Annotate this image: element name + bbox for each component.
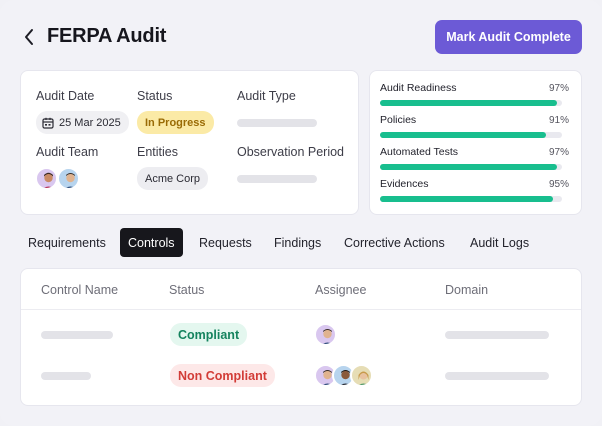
tab-requirements[interactable]: Requirements (28, 235, 106, 250)
control-name-placeholder (41, 372, 91, 380)
tab-findings[interactable]: Findings (274, 235, 322, 250)
tab-requests[interactable]: Requests (199, 235, 252, 250)
metric-percent: 91% (548, 115, 569, 126)
progress-fill (380, 132, 546, 138)
domain-placeholder (445, 372, 549, 380)
controls-table: Control Name Status Assignee Domain Comp… (20, 268, 582, 406)
readiness-card: Audit Readiness 97% Policies 91% Automat… (369, 70, 582, 215)
avatar[interactable] (35, 167, 58, 190)
page-title: FERPA Audit (47, 25, 167, 47)
audit-type-placeholder (237, 119, 317, 127)
back-arrow-icon[interactable] (20, 27, 38, 47)
tab-audit-logs[interactable]: Audit Logs (470, 235, 530, 250)
audit-date-value: 25 Mar 2025 (59, 116, 121, 129)
entities-label: Entities (137, 145, 178, 159)
audit-team-label: Audit Team (36, 145, 99, 159)
progress-track (380, 132, 562, 138)
avatar[interactable] (350, 364, 373, 387)
audit-date-label: Audit Date (36, 89, 95, 103)
metric-percent: 95% (548, 179, 569, 190)
tab-controls[interactable]: Controls (120, 228, 183, 257)
mark-audit-complete-button[interactable]: Mark Audit Complete (435, 20, 582, 54)
status-badge: Non Compliant (170, 364, 275, 387)
audit-date-chip: 25 Mar 2025 (36, 111, 129, 134)
tab-corrective-actions[interactable]: Corrective Actions (344, 235, 445, 250)
observation-period-label: Observation Period (237, 145, 345, 159)
progress-fill (380, 164, 557, 170)
progress-track (380, 100, 562, 106)
progress-track (380, 196, 562, 202)
audit-type-label: Audit Type (237, 89, 296, 103)
observation-period-placeholder (237, 175, 317, 183)
audit-details-card: Audit Date 25 Mar 2025 Status In Progres… (20, 70, 359, 215)
status-badge: Compliant (170, 323, 248, 346)
metric-label: Evidences (380, 178, 429, 190)
header-divider (21, 309, 581, 310)
progress-fill (380, 100, 557, 106)
metric-label: Policies (380, 114, 417, 126)
column-header-domain[interactable]: Domain (445, 283, 489, 297)
column-header-assignee[interactable]: Assignee (315, 283, 367, 297)
domain-placeholder (445, 331, 549, 339)
metric-percent: 97% (548, 147, 569, 158)
avatar[interactable] (314, 323, 337, 346)
status-badge: In Progress (137, 111, 214, 134)
control-name-placeholder (41, 331, 113, 339)
entity-chip[interactable]: Acme Corp (137, 167, 209, 190)
metric-label: Audit Readiness (380, 82, 457, 94)
calendar-icon (42, 117, 54, 129)
column-header-control-name[interactable]: Control Name (41, 283, 119, 297)
status-label: Status (137, 89, 173, 103)
progress-fill (380, 196, 553, 202)
avatar[interactable] (57, 167, 80, 190)
metric-percent: 97% (548, 83, 569, 94)
progress-track (380, 164, 562, 170)
metric-label: Automated Tests (380, 146, 459, 158)
column-header-status[interactable]: Status (169, 283, 205, 297)
